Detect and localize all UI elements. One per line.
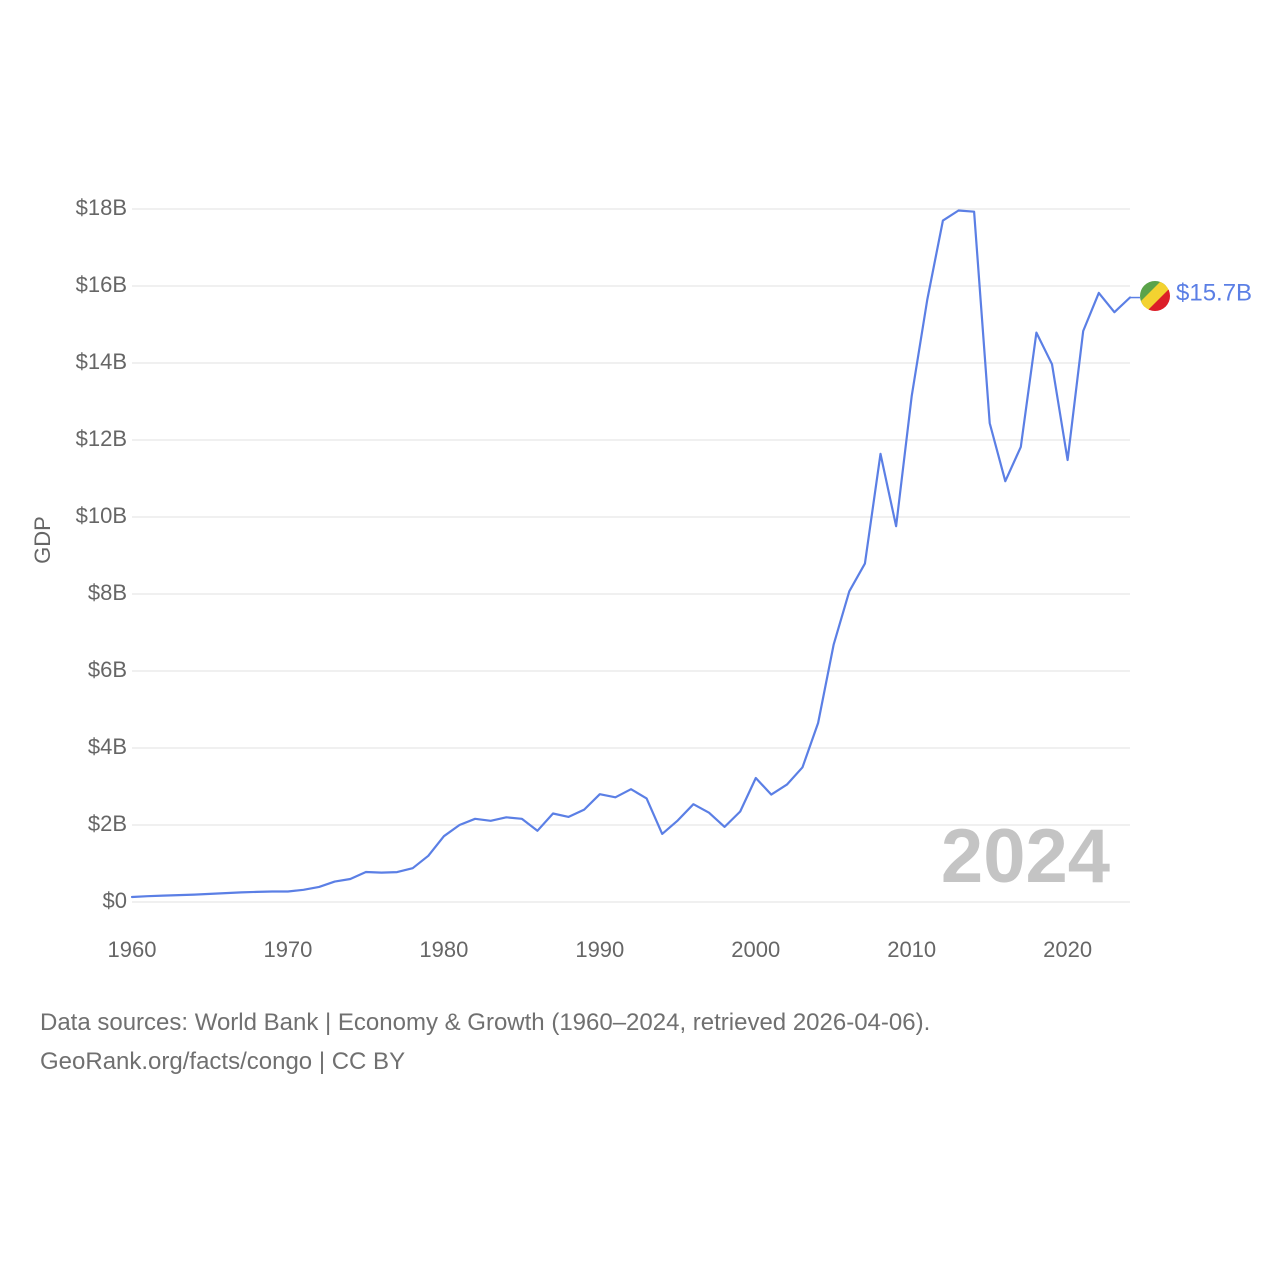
data-point: [192, 892, 197, 897]
data-point: [660, 831, 665, 836]
y-tick-label: $18B: [76, 195, 127, 220]
data-point: [239, 890, 244, 895]
data-point: [1065, 458, 1070, 463]
data-point: [254, 889, 259, 894]
data-point: [675, 818, 680, 823]
data-point: [441, 834, 446, 839]
y-tick-label: $16B: [76, 272, 127, 297]
data-point: [426, 853, 431, 858]
source-line: Data sources: World Bank | Economy & Gro…: [40, 1009, 931, 1036]
data-point: [691, 802, 696, 807]
data-point: [800, 765, 805, 770]
data-point: [940, 218, 945, 223]
gdp-line-chart: $0$2B$4B$6B$8B$10B$12B$14B$16B$18B 1960 1…: [30, 195, 1252, 962]
data-point: [738, 809, 743, 814]
data-point: [363, 870, 368, 875]
data-point: [753, 776, 758, 781]
data-point: [1003, 479, 1008, 484]
data-point: [410, 866, 415, 871]
y-tick-label: $0: [103, 888, 127, 913]
y-axis-ticks: $0 $2B $4B $6B $8B $10B $12B $14B $16B $18B: [76, 195, 127, 913]
y-tick-label: $6B: [88, 657, 127, 682]
attribution-line[interactable]: GeoRank.org/facts/congo | CC BY: [40, 1048, 406, 1075]
y-tick-label: $12B: [76, 426, 127, 451]
data-point: [395, 870, 400, 875]
data-point: [176, 893, 181, 898]
data-point: [348, 877, 353, 882]
data-point: [956, 208, 961, 213]
data-point: [161, 893, 166, 898]
y-tick-label: $14B: [76, 349, 127, 374]
y-tick-label: $10B: [76, 503, 127, 528]
data-point: [644, 796, 649, 801]
data-point: [130, 894, 135, 899]
data-point: [473, 816, 478, 821]
y-tick-label: $8B: [88, 580, 127, 605]
data-point: [1112, 310, 1117, 315]
x-tick-label: 1980: [419, 937, 468, 962]
data-point: [613, 795, 618, 800]
data-point: [223, 891, 228, 896]
current-year-watermark: 2024: [941, 814, 1110, 899]
data-point: [597, 792, 602, 797]
data-point: [301, 887, 306, 892]
data-point: [831, 642, 836, 647]
data-point: [972, 209, 977, 214]
flag-yellow-band: [1140, 281, 1170, 311]
data-point: [816, 720, 821, 725]
data-point: [894, 524, 899, 529]
data-point: [847, 589, 852, 594]
x-tick-label: 2010: [887, 937, 936, 962]
data-point: [207, 891, 212, 896]
gridlines: [132, 208, 1130, 903]
latest-value-label: $15.7B: [1176, 279, 1252, 306]
data-point: [145, 894, 150, 899]
x-tick-label: 2000: [731, 937, 780, 962]
x-tick-label: 1970: [263, 937, 312, 962]
series-layer: [130, 208, 1140, 899]
data-point: [909, 394, 914, 399]
data-point: [706, 810, 711, 815]
data-point: [551, 811, 556, 816]
data-point: [519, 816, 524, 821]
data-point: [987, 421, 992, 426]
y-tick-label: $4B: [88, 734, 127, 759]
data-point: [878, 451, 883, 456]
data-point: [1034, 330, 1039, 335]
data-point: [1050, 362, 1055, 367]
data-point: [566, 814, 571, 819]
data-point: [925, 297, 930, 302]
x-tick-label: 2020: [1043, 937, 1092, 962]
data-point: [285, 889, 290, 894]
data-point: [1081, 329, 1086, 334]
data-point: [784, 782, 789, 787]
y-axis-label: GDP: [30, 516, 55, 564]
data-point: [488, 818, 493, 823]
x-tick-label: 1990: [575, 937, 624, 962]
data-point: [862, 561, 867, 566]
data-point: [629, 787, 634, 792]
flag-red-band: [1147, 288, 1170, 311]
data-point: [317, 884, 322, 889]
x-tick-label: 1960: [108, 937, 157, 962]
data-point: [504, 815, 509, 820]
data-point: [722, 824, 727, 829]
footer-source: Data sources: World Bank | Economy & Gro…: [40, 1003, 930, 1081]
congo-flag-icon: [1140, 281, 1170, 311]
data-point: [379, 870, 384, 875]
data-point: [270, 889, 275, 894]
data-point: [769, 792, 774, 797]
gdp-series-line: [130, 209, 1132, 899]
data-point: [332, 879, 337, 884]
data-point: [1096, 290, 1101, 295]
data-point: [535, 828, 540, 833]
data-point: [1018, 444, 1023, 449]
y-tick-label: $2B: [88, 811, 127, 836]
x-axis-ticks: 1960 1970 1980 1990 2000 2010 2020: [108, 937, 1093, 962]
data-point: [582, 807, 587, 812]
data-point: [457, 823, 462, 828]
